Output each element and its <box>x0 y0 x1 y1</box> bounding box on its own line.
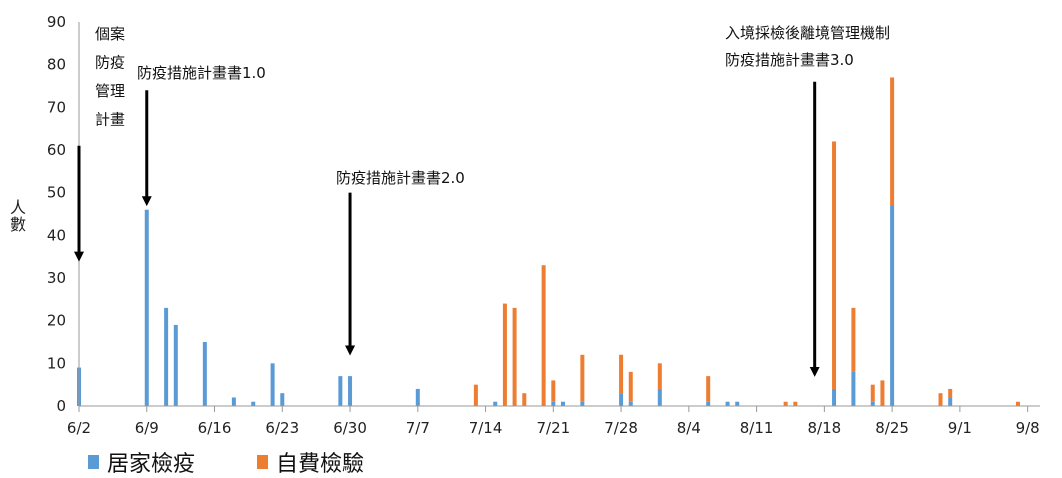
bar-home-quarantine <box>735 401 740 406</box>
annotation-text: 防疫 <box>95 54 125 72</box>
bars-layer <box>77 77 1020 406</box>
legend-label-self-paid-test: 自費檢驗 <box>276 452 365 477</box>
legend: 居家檢疫 自費檢驗 <box>88 446 364 478</box>
bar-home-quarantine <box>173 324 178 406</box>
bar-self-paid-test <box>619 354 624 394</box>
y-tick-label: 20 <box>47 312 66 330</box>
x-tick-label: 6/16 <box>198 419 232 437</box>
bar-self-paid-test <box>502 303 507 406</box>
annotation-text: 計畫 <box>95 111 125 129</box>
y-axis-label-char: 數 <box>10 215 26 234</box>
bar-home-quarantine <box>561 401 565 406</box>
bar-home-quarantine <box>619 393 624 406</box>
bar-self-paid-test <box>870 384 875 402</box>
y-tick-label: 40 <box>47 226 66 244</box>
bar-self-paid-test <box>783 401 788 406</box>
stacked-bar-chart: 0 10 20 30 40 50 60 70 80 90 6/2 6/9 6/16 6/23 6/30 7/7… <box>10 13 1040 437</box>
annotation-text: 防疫措施計畫書1.0 <box>137 64 266 82</box>
x-tick-label: 7/14 <box>469 419 503 437</box>
bar-self-paid-test <box>1015 401 1020 406</box>
bar-self-paid-test <box>580 354 585 402</box>
bar-home-quarantine <box>280 393 285 406</box>
bar-home-quarantine <box>231 397 236 406</box>
bar-home-quarantine <box>270 363 275 406</box>
x-tick-label: 8/18 <box>808 419 842 437</box>
y-tick-label: 70 <box>47 98 66 116</box>
bar-self-paid-test <box>793 401 798 406</box>
bar-home-quarantine <box>493 401 498 406</box>
x-tick-label: 6/9 <box>135 419 159 437</box>
bar-home-quarantine <box>580 401 585 406</box>
x-tick-label: 7/28 <box>604 419 638 437</box>
x-tick-label: 8/25 <box>875 419 909 437</box>
bar-self-paid-test <box>473 384 478 406</box>
bar-self-paid-test <box>541 265 546 406</box>
x-tick-label: 7/7 <box>406 419 430 437</box>
legend-swatch-blue <box>88 455 99 469</box>
x-tick-label: 7/21 <box>536 419 570 437</box>
legend-label-home-quarantine: 居家檢疫 <box>107 452 196 477</box>
annotation-text: 個案 <box>95 25 125 43</box>
x-tick-label: 9/8 <box>1016 419 1040 437</box>
bar-self-paid-test <box>522 393 527 406</box>
bar-home-quarantine <box>202 342 207 406</box>
bar-home-quarantine <box>870 401 875 406</box>
bar-self-paid-test <box>948 388 953 398</box>
bar-home-quarantine <box>948 397 953 406</box>
x-tick-label: 6/30 <box>333 419 367 437</box>
bar-home-quarantine <box>851 371 856 406</box>
y-tick-label: 30 <box>47 269 66 287</box>
y-tick-label: 0 <box>56 397 66 415</box>
bar-self-paid-test <box>657 363 662 389</box>
y-tick-label: 10 <box>47 354 66 372</box>
bar-self-paid-test <box>880 380 885 406</box>
bar-home-quarantine <box>832 388 837 406</box>
bar-self-paid-test <box>512 307 517 406</box>
bar-home-quarantine <box>628 401 633 406</box>
bar-self-paid-test <box>551 380 556 402</box>
bar-home-quarantine <box>251 401 256 406</box>
bar-home-quarantine <box>725 401 730 406</box>
y-tick-label: 80 <box>47 56 66 74</box>
annotation-text: 入境採檢後離境管理機制 <box>725 24 890 42</box>
bar-home-quarantine <box>348 376 353 406</box>
x-tick-label: 6/23 <box>265 419 299 437</box>
y-tick-label: 50 <box>47 184 66 202</box>
legend-swatch-orange <box>257 455 269 469</box>
bar-self-paid-test <box>890 77 895 206</box>
bar-home-quarantine <box>706 401 711 406</box>
annotation-text: 防疫措施計畫書2.0 <box>336 169 465 187</box>
x-tick-label: 6/2 <box>67 419 91 437</box>
legend-item-self-paid-test: 自費檢驗 <box>257 446 364 478</box>
annotation-text: 防疫措施計畫書3.0 <box>725 51 854 69</box>
bar-home-quarantine <box>144 209 149 406</box>
annotation-text: 管理 <box>95 82 125 100</box>
bar-self-paid-test <box>706 376 711 402</box>
bar-home-quarantine <box>551 401 556 406</box>
x-tick-label: 8/11 <box>740 419 774 437</box>
bar-self-paid-test <box>832 141 837 389</box>
x-tick-label: 9/1 <box>948 419 972 437</box>
y-axis-label-char: 人 <box>10 198 26 217</box>
legend-item-home-quarantine: 居家檢疫 <box>88 446 195 478</box>
y-tick-label: 90 <box>47 13 66 31</box>
bar-home-quarantine <box>657 388 662 406</box>
bar-home-quarantine <box>338 376 343 406</box>
bar-home-quarantine <box>890 205 895 406</box>
y-tick-label: 60 <box>47 141 66 159</box>
bar-self-paid-test <box>938 393 943 406</box>
axes-layer: 0 10 20 30 40 50 60 70 80 90 6/2 6/9 6/16 6/23 6/30 7/7… <box>10 13 1040 437</box>
bar-home-quarantine <box>415 388 420 406</box>
bar-home-quarantine <box>164 307 169 406</box>
bar-self-paid-test <box>851 307 856 372</box>
x-tick-label: 8/4 <box>677 419 701 437</box>
bar-self-paid-test <box>628 371 633 402</box>
